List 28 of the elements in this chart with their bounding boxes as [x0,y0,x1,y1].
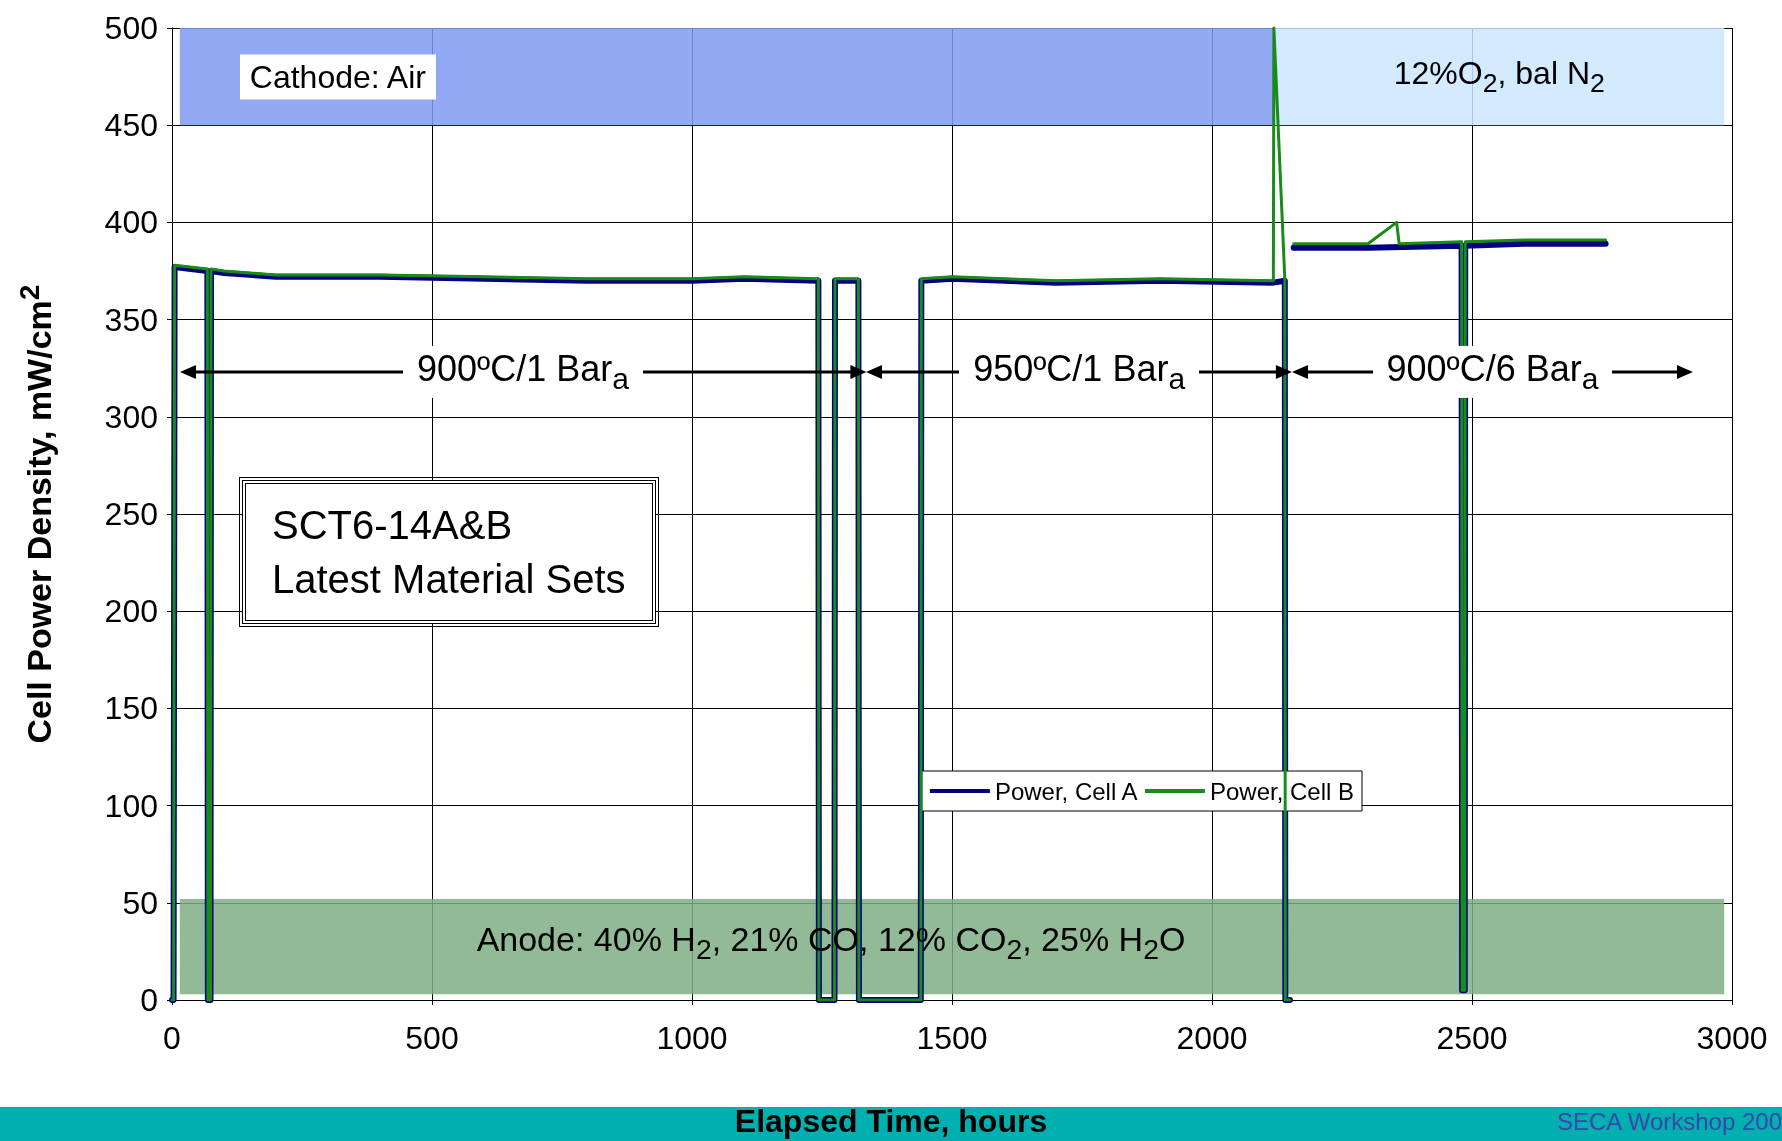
x-tick-label: 500 [405,1020,459,1056]
annotation: 950ºC/1 Bar$_{a}$ [959,345,1200,399]
y-tick-label: 100 [104,787,158,824]
y-tick-label: 200 [104,593,158,630]
y-tick-label: 400 [104,204,158,241]
y-tick-label: 450 [104,107,158,144]
x-tick-label: 2000 [1176,1020,1248,1056]
text: SECA Workshop 200 [1556,1108,1782,1136]
legend-label: Power, Cell A [994,777,1138,805]
y-tick-label: 500 [104,10,158,46]
band-label: 12%O$_{2}$, bal N$_{2}$ [1393,54,1605,99]
annotation: 900ºC/1 Bar$_{a}$ [403,345,643,399]
x-tick-label: 1000 [656,1020,728,1056]
x-axis-title: Elapsed Time, hours [734,1103,1048,1139]
band-label: Cathode: Air [239,54,436,100]
x-tick-label: 3000 [1696,1020,1768,1056]
y-tick-label: 0 [140,982,158,1018]
annotation: 900ºC/6 Bar$_{a}$ [1372,345,1613,399]
annotation: SCT6-14A&B Latest Material Sets [242,480,656,624]
y-tick-label: 250 [104,496,158,532]
y-tick-label: 50 [122,884,158,921]
y-tick-label: 350 [104,301,158,338]
y-tick-label: 150 [104,690,158,727]
x-tick-label: 2500 [1436,1020,1508,1056]
x-tick-label: 0 [163,1020,181,1056]
x-tick-label: 1500 [916,1020,988,1056]
y-tick-label: 300 [104,398,158,435]
legend-label: Power, Cell B [1209,777,1354,805]
